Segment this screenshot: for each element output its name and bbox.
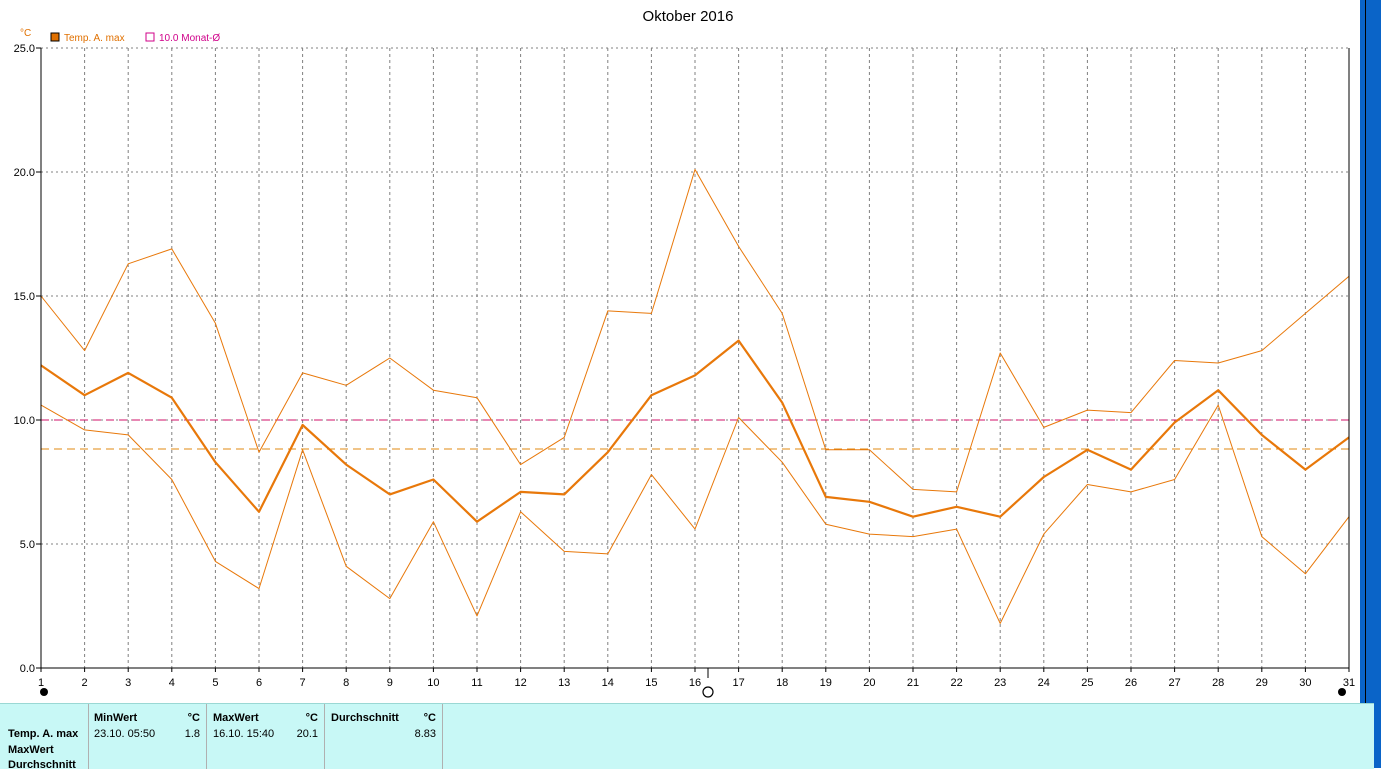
end-marker [1338,688,1346,696]
x-tick-label: 21 [907,677,919,689]
stats-row-label-durchschnitt: Durchschnitt [8,759,76,771]
x-tick-label: 28 [1212,677,1224,689]
series-line-2 [40,169,1350,493]
x-tick-label: 1 [38,677,44,689]
maxwert-value: 20.1 [296,728,318,740]
x-tick-label: 4 [169,677,175,689]
x-tick-label: 8 [343,677,349,689]
y-tick-label: 10.0 [14,415,35,427]
chart-grid [41,47,1349,668]
minwert-unit: °C [187,712,200,724]
x-tick-label: 27 [1168,677,1180,689]
minwert-value: 1.8 [184,728,200,740]
x-tick-label: 12 [514,677,526,689]
x-tick-label: 15 [645,677,657,689]
x-tick-label: 17 [732,677,744,689]
series-line-3 [40,404,1350,624]
x-tick-label: 14 [602,677,614,689]
maxwert-time: 16.10. 15:40 [213,728,275,740]
x-tick-label: 6 [256,677,262,689]
y-tick-label: 20.0 [14,167,35,179]
maxwert-header: MaxWert [213,712,259,724]
y-tick-label: 25.0 [14,43,35,55]
start-marker [40,688,48,696]
x-tick-label: 3 [125,677,131,689]
x-tick-label: 13 [558,677,570,689]
minwert-time: 23.10. 05:50 [94,728,156,740]
x-tick-label: 18 [776,677,788,689]
y-tick-label: 0.0 [20,663,35,675]
y-axis-labels: 0.0 5.0 10.0 15.0 20.0 25.0 [14,43,35,675]
stats-row-label-temp: Temp. A. max [8,728,79,740]
legend-swatch-temp [50,32,60,42]
x-tick-label: 20 [863,677,875,689]
durchschnitt-unit: °C [423,712,436,724]
x-tick-label: 9 [387,677,393,689]
durchschnitt-value: 8.83 [414,728,436,740]
maxwert-unit: °C [305,712,318,724]
y-axis-unit: °C [20,28,31,39]
window-side-bar [1360,0,1381,768]
temperature-chart: 1 2 3 4 5 6 7 8 9 10 11 12 13 14 15 16 17 18 19 20 21 22 23 24 2… [14,8,1355,698]
x-tick-label: 11 [471,677,482,689]
x-tick-label: 31 [1343,677,1355,689]
legend-label-mean: 10.0 Monat-Ø [159,33,220,44]
stats-col-maxwert: MaxWert °C 16.10. 15:40 20.1 [206,704,324,769]
reference-lines [41,419,1349,450]
minwert-header: MinWert [94,712,138,724]
stats-row-label-maxwert: MaxWert [8,744,54,756]
x-tick-label: 26 [1125,677,1137,689]
chart-axes [36,47,1350,678]
stats-col-minwert: MinWert °C 23.10. 05:50 1.8 [88,704,206,769]
x-tick-label: 10 [427,677,439,689]
x-tick-label: 30 [1299,677,1311,689]
series-line-1 [40,339,1350,523]
x-tick-label: 29 [1256,677,1268,689]
x-axis-labels: 1 2 3 4 5 6 7 8 9 10 11 12 13 14 15 16 17 18 19 20 21 22 23 24 2… [38,677,1355,689]
x-tick-label: 19 [820,677,832,689]
x-tick-label: 16 [689,677,701,689]
durchschnitt-header: Durchschnitt [331,712,399,724]
y-tick-label: 5.0 [20,539,35,551]
y-tick-label: 15.0 [14,291,35,303]
legend-swatch-mean [145,32,155,42]
x-tick-label: 23 [994,677,1006,689]
x-tick-label: 24 [1038,677,1050,689]
midpoint-marker [702,686,714,698]
stats-panel: Temp. A. max MaxWert Durchschnitt MinWer… [0,703,1374,771]
chart-title: Oktober 2016 [643,8,734,25]
legend-label-temp: Temp. A. max [64,33,125,44]
x-tick-label: 5 [212,677,218,689]
x-tick-label: 2 [82,677,88,689]
chart-series [40,169,1350,624]
x-tick-label: 25 [1081,677,1093,689]
stats-col-durchschnitt: Durchschnitt °C 8.83 [324,704,443,769]
x-tick-label: 22 [950,677,962,689]
x-tick-label: 7 [300,677,306,689]
